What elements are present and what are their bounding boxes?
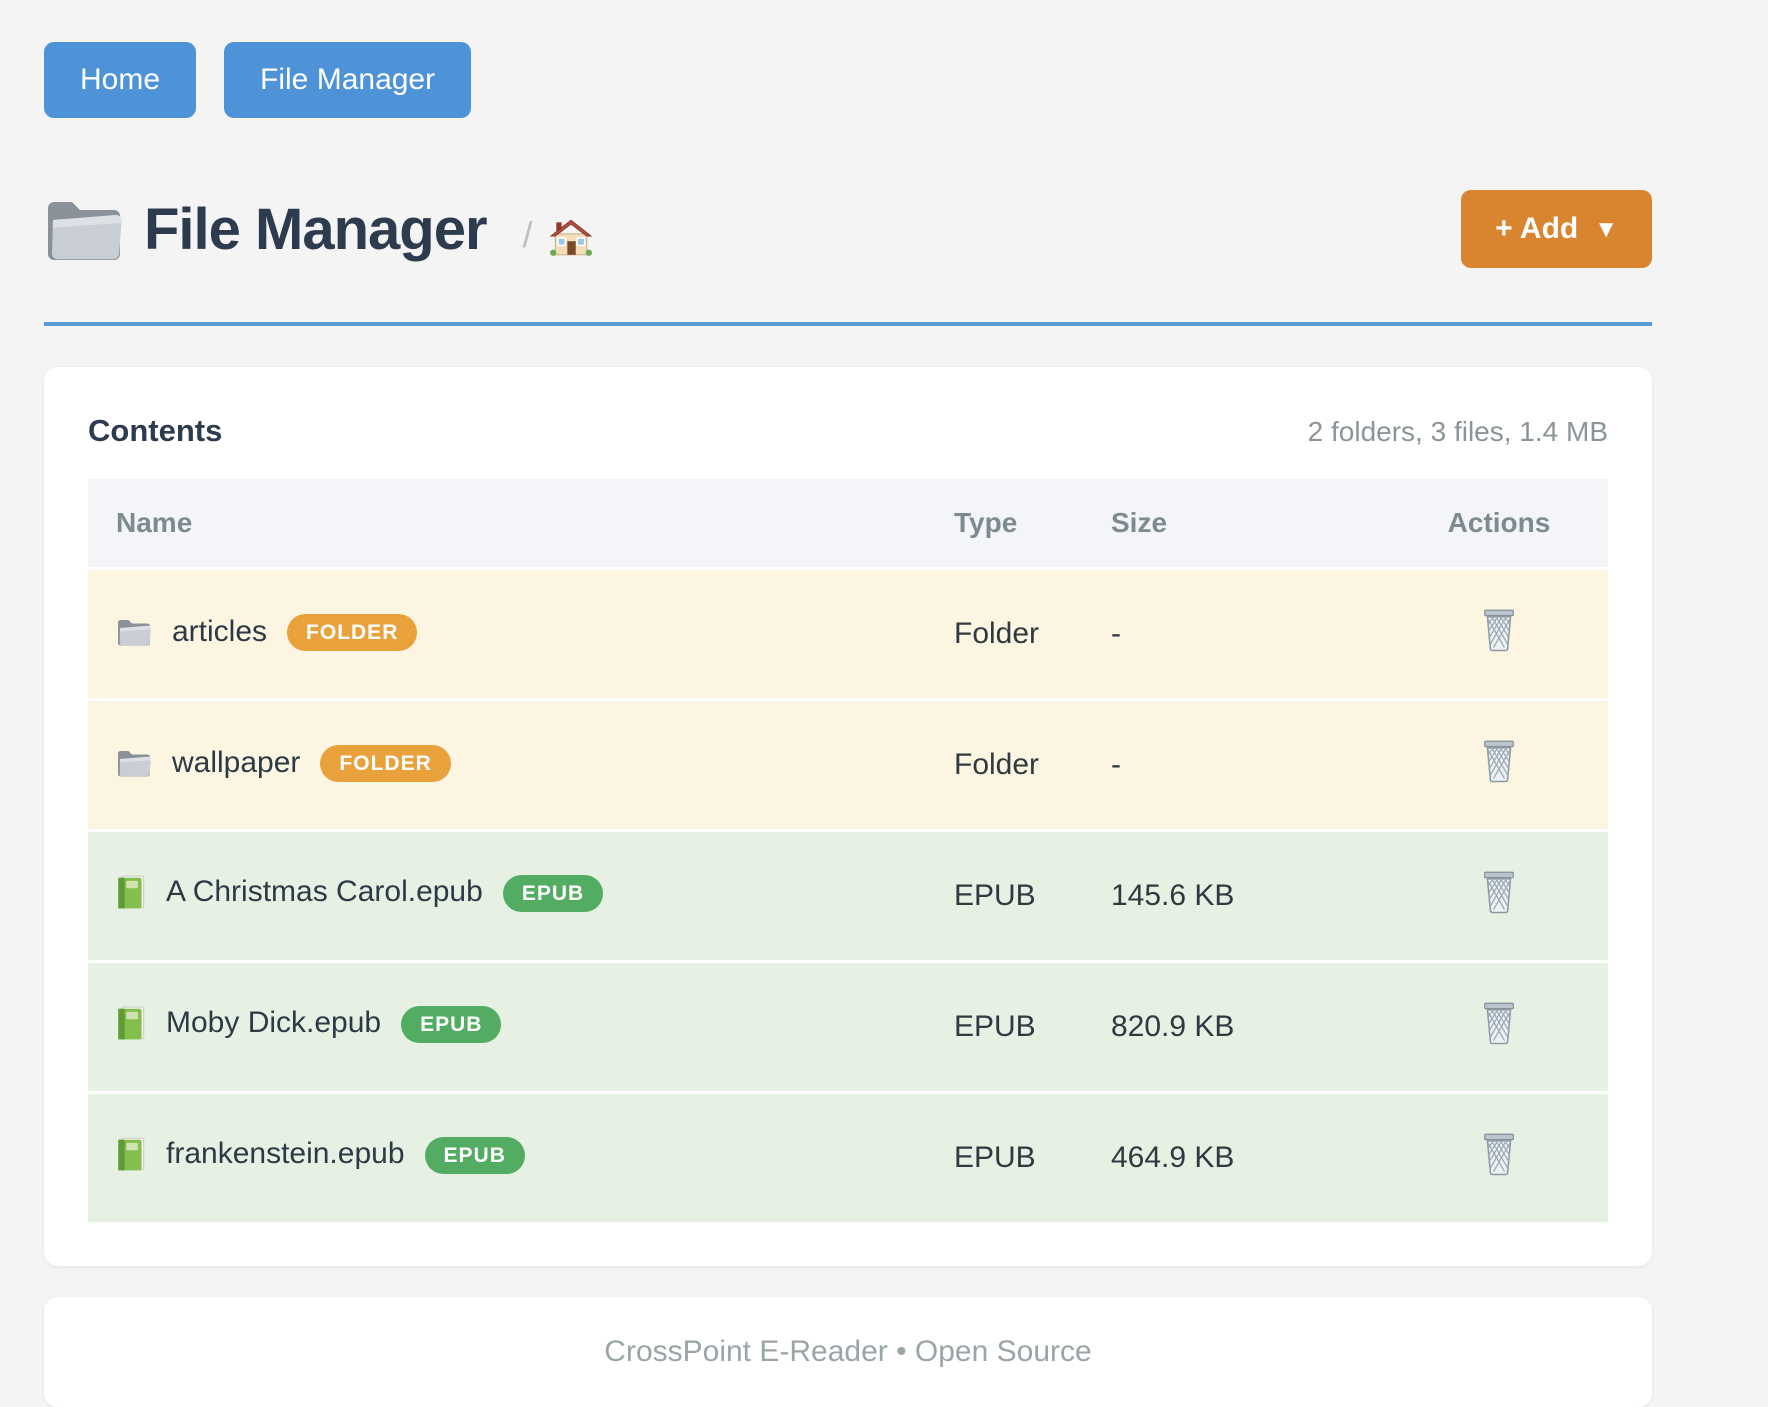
column-header-size: Size	[1105, 479, 1390, 567]
nav-home-button[interactable]: Home	[44, 42, 197, 118]
footer-text: CrossPoint E-Reader • Open Source	[604, 1335, 1092, 1368]
green-book-icon	[118, 1006, 145, 1040]
file-link[interactable]: Moby Dick.epub EPUB	[116, 1005, 502, 1043]
item-name: Moby Dick.epub	[166, 1006, 382, 1040]
epub-badge: EPUB	[401, 1005, 502, 1043]
file-table: Name Type Size Actions	[88, 479, 1608, 1222]
type-cell: EPUB	[948, 1091, 1105, 1222]
folder-badge: FOLDER	[287, 614, 418, 652]
table-row: A Christmas Carol.epub EPUB EPUB 145.6 K…	[88, 829, 1608, 960]
add-button[interactable]: + Add ▼	[1461, 190, 1652, 268]
trash-icon	[1484, 609, 1514, 652]
footer: CrossPoint E-Reader • Open Source	[44, 1297, 1652, 1407]
add-button-label: + Add	[1495, 212, 1579, 245]
type-cell: Folder	[948, 698, 1105, 829]
type-cell: EPUB	[948, 960, 1105, 1091]
delete-button[interactable]	[1480, 870, 1518, 914]
green-book-icon	[118, 875, 145, 909]
delete-button[interactable]	[1480, 1132, 1518, 1176]
home-icon[interactable]	[549, 217, 593, 257]
breadcrumb-separator: /	[522, 214, 533, 255]
item-name: articles	[172, 614, 268, 648]
page-title: File Manager	[144, 196, 488, 262]
delete-button[interactable]	[1480, 1001, 1518, 1045]
folder-icon	[48, 202, 122, 260]
page: Home File Manager File Manager / + Add ▼	[44, 0, 1652, 1407]
table-row: frankenstein.epub EPUB EPUB 464.9 KB	[88, 1091, 1608, 1222]
trash-icon	[1484, 1133, 1514, 1176]
item-name: A Christmas Carol.epub	[166, 875, 483, 909]
size-cell: 464.9 KB	[1105, 1091, 1390, 1222]
table-row: articles FOLDER Folder -	[88, 567, 1608, 698]
contents-heading: Contents	[88, 413, 223, 448]
trash-icon	[1484, 1002, 1514, 1045]
size-cell: -	[1105, 698, 1390, 829]
chevron-down-icon: ▼	[1594, 216, 1618, 243]
type-cell: Folder	[948, 567, 1105, 698]
epub-badge: EPUB	[502, 874, 604, 912]
nav-file-manager-button[interactable]: File Manager	[224, 42, 472, 118]
contents-card: Contents 2 folders, 3 files, 1.4 MB Name…	[44, 367, 1652, 1266]
table-header-row: Name Type Size Actions	[88, 479, 1608, 567]
column-header-name: Name	[88, 479, 948, 567]
file-link[interactable]: A Christmas Carol.epub EPUB	[116, 874, 604, 912]
folder-link[interactable]: wallpaper FOLDER	[116, 744, 451, 783]
size-cell: 145.6 KB	[1105, 829, 1390, 960]
page-header: File Manager / + Add ▼	[44, 190, 1652, 268]
table-row: wallpaper FOLDER Folder -	[88, 698, 1608, 829]
column-header-type: Type	[948, 479, 1105, 567]
title-underline	[44, 322, 1652, 326]
item-name: frankenstein.epub	[166, 1137, 405, 1171]
delete-button[interactable]	[1480, 608, 1518, 652]
folder-badge: FOLDER	[320, 745, 451, 783]
size-cell: 820.9 KB	[1105, 960, 1390, 1091]
size-cell: -	[1105, 567, 1390, 698]
contents-summary: 2 folders, 3 files, 1.4 MB	[1307, 416, 1608, 447]
column-header-actions: Actions	[1390, 479, 1608, 567]
trash-icon	[1484, 871, 1514, 914]
green-book-icon	[118, 1137, 145, 1171]
item-name: wallpaper	[172, 745, 301, 779]
folder-icon	[118, 750, 151, 777]
epub-badge: EPUB	[424, 1136, 525, 1174]
trash-icon	[1484, 740, 1514, 783]
contents-card-header: Contents 2 folders, 3 files, 1.4 MB	[88, 413, 1608, 449]
folder-icon	[118, 619, 151, 646]
top-nav: Home File Manager	[44, 0, 1652, 118]
delete-button[interactable]	[1480, 739, 1518, 783]
folder-link[interactable]: articles FOLDER	[116, 613, 418, 652]
type-cell: EPUB	[948, 829, 1105, 960]
file-link[interactable]: frankenstein.epub EPUB	[116, 1136, 525, 1174]
table-row: Moby Dick.epub EPUB EPUB 820.9 KB	[88, 960, 1608, 1091]
